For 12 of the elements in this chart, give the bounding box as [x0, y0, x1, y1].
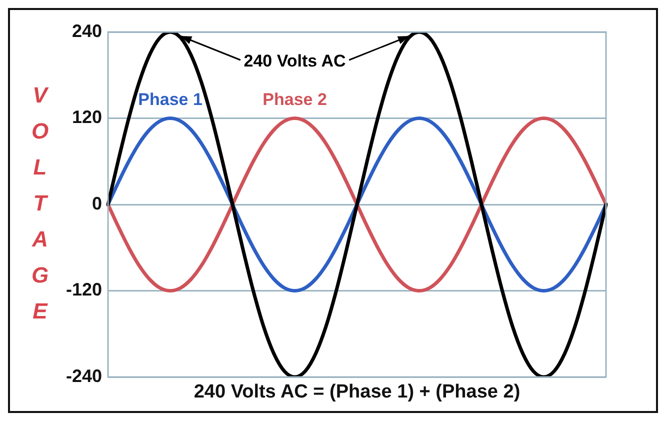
y-axis-title: VOLTAGE	[31, 82, 50, 324]
series-label: Phase 1	[138, 90, 202, 109]
y-tick-label: 240	[72, 20, 102, 41]
x-axis-title: 240 Volts AC = (Phase 1) + (Phase 2)	[194, 382, 520, 403]
line-series	[106, 32, 608, 377]
line-series	[106, 116, 608, 292]
y-tick-label: -240	[66, 366, 102, 386]
y-tick-label: 0	[92, 193, 102, 214]
y-tick-label: 120	[72, 107, 102, 128]
text: 240 Volts AC	[244, 52, 346, 71]
y-tick-label: -120	[66, 280, 102, 300]
series-label: Phase 2	[262, 90, 327, 109]
